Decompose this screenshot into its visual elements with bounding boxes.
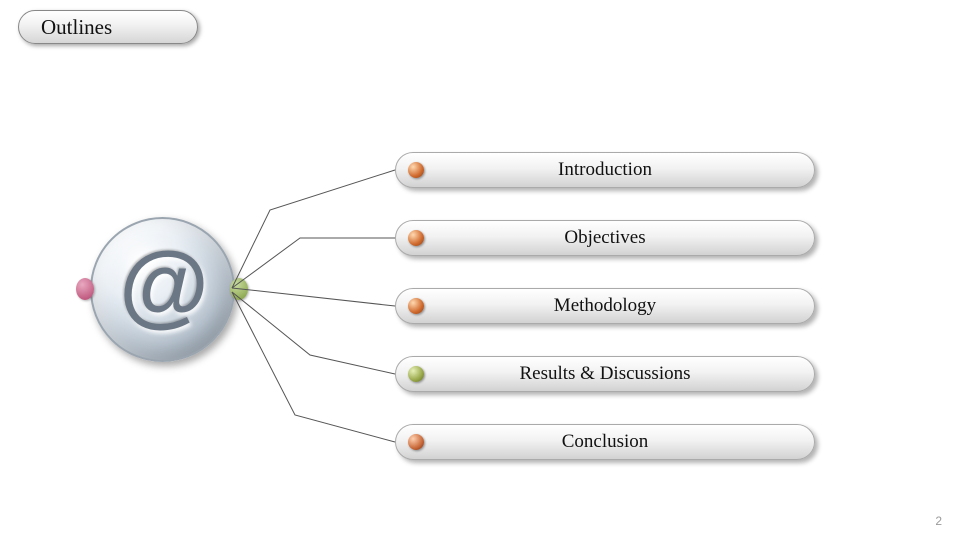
outline-item-label: Conclusion xyxy=(562,431,649,453)
at-sphere-icon: @ xyxy=(90,217,235,362)
bullet-icon xyxy=(408,366,424,382)
bullet-icon xyxy=(408,230,424,246)
bullet-icon xyxy=(408,162,424,178)
title-pill: Outlines xyxy=(18,10,198,44)
bullet-icon xyxy=(408,298,424,314)
left-node-icon xyxy=(76,278,94,300)
outline-item-introduction: Introduction xyxy=(395,152,815,188)
outline-item-results: Results & Discussions xyxy=(395,356,815,392)
outline-item-label: Results & Discussions xyxy=(519,363,690,385)
outline-item-label: Objectives xyxy=(564,227,645,249)
outline-item-label: Methodology xyxy=(554,295,656,317)
outline-item-methodology: Methodology xyxy=(395,288,815,324)
title-label: Outlines xyxy=(41,15,112,40)
bullet-icon xyxy=(408,434,424,450)
page-number: 2 xyxy=(935,514,942,528)
right-node-icon xyxy=(230,278,248,300)
at-glyph: @ xyxy=(118,240,208,332)
outline-item-conclusion: Conclusion xyxy=(395,424,815,460)
outline-item-label: Introduction xyxy=(558,159,652,181)
outline-item-objectives: Objectives xyxy=(395,220,815,256)
